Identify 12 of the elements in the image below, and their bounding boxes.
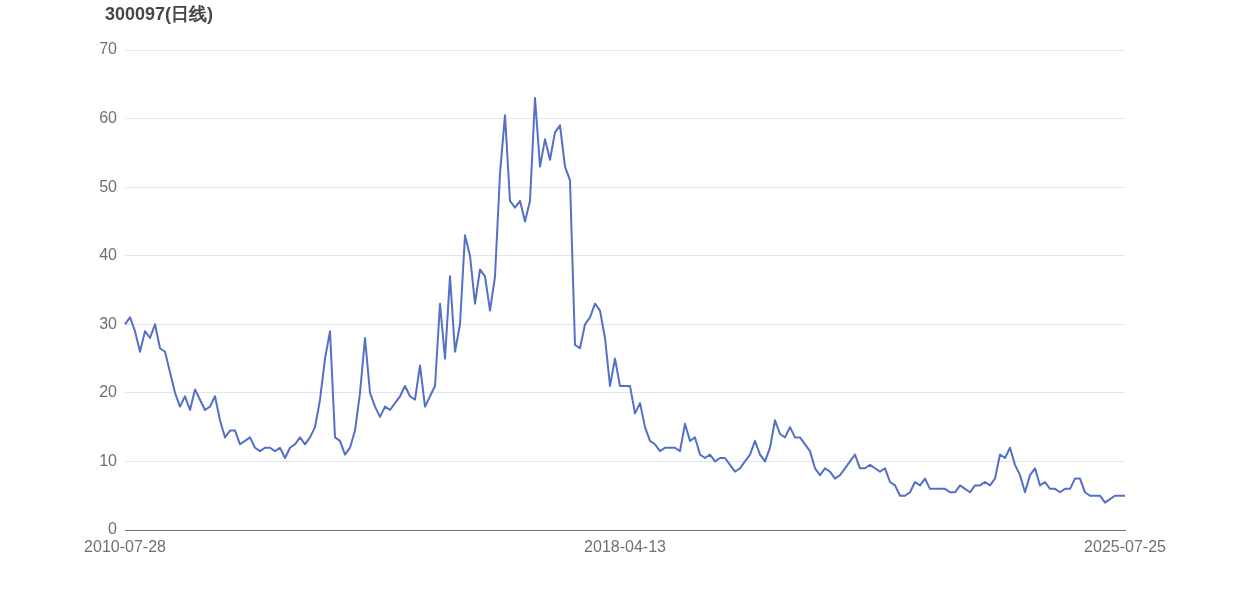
y-tick-label: 60 bbox=[99, 108, 118, 126]
y-tick-label: 40 bbox=[99, 246, 118, 264]
y-tick-label: 50 bbox=[99, 177, 118, 195]
x-tick-label: 2018-04-13 bbox=[584, 538, 667, 556]
y-tick-label: 30 bbox=[99, 314, 118, 332]
x-tick-label: 2010-07-28 bbox=[84, 538, 167, 556]
chart-title: 300097(日线) bbox=[105, 3, 214, 26]
y-tick-label: 70 bbox=[99, 40, 118, 58]
y-tick-label: 10 bbox=[99, 451, 118, 469]
y-tick-label: 20 bbox=[99, 383, 118, 401]
x-tick-label: 2025-07-25 bbox=[1084, 538, 1167, 556]
y-tick-label: 0 bbox=[108, 520, 118, 538]
